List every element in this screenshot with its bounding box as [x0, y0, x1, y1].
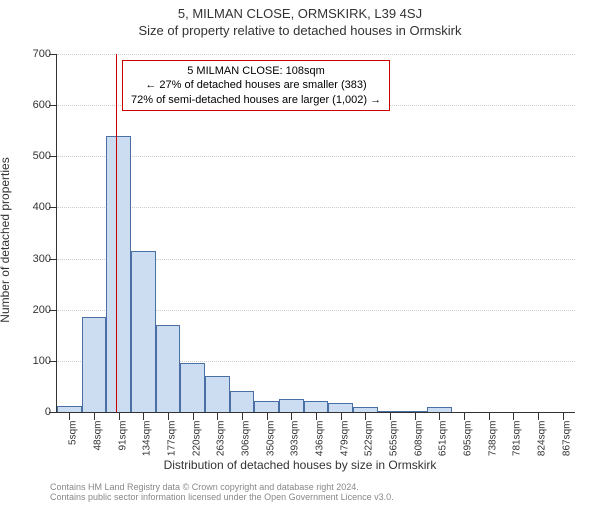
chart-title: 5, MILMAN CLOSE, ORMSKIRK, L39 4SJ [0, 6, 600, 21]
x-tick [94, 412, 95, 420]
x-tick [316, 412, 317, 420]
x-tick-label: 306sqm [241, 421, 252, 457]
grid-line [57, 156, 575, 157]
x-tick-label: 134sqm [142, 421, 153, 457]
x-tick [563, 412, 564, 420]
chart-subtitle: Size of property relative to detached ho… [0, 23, 600, 38]
x-tick [390, 412, 391, 420]
footer-line1: Contains HM Land Registry data © Crown c… [50, 482, 394, 492]
x-tick [464, 412, 465, 420]
histogram-bar [328, 403, 353, 412]
histogram-bar [230, 391, 255, 412]
histogram-bar [156, 325, 181, 412]
x-tick-label: 867sqm [561, 421, 572, 457]
x-tick-label: 738sqm [487, 421, 498, 457]
x-tick-label: 651sqm [438, 421, 449, 457]
x-tick-label: 91sqm [117, 421, 128, 451]
x-tick [291, 412, 292, 420]
annotation-line1: 5 MILMAN CLOSE: 108sqm [131, 64, 381, 78]
x-tick-label: 565sqm [389, 421, 400, 457]
x-tick-label: 479sqm [339, 421, 350, 457]
grid-line [57, 207, 575, 208]
x-tick-label: 695sqm [463, 421, 474, 457]
x-tick-label: 177sqm [167, 421, 178, 457]
y-tick-label: 600 [33, 99, 51, 111]
y-tick-label: 100 [33, 355, 51, 367]
x-tick [538, 412, 539, 420]
footer: Contains HM Land Registry data © Crown c… [50, 482, 394, 502]
x-tick [267, 412, 268, 420]
y-tick-label: 700 [33, 48, 51, 60]
x-tick [439, 412, 440, 420]
x-tick [242, 412, 243, 420]
annotation-line2: ← 27% of detached houses are smaller (38… [131, 78, 381, 92]
x-tick-label: 824sqm [537, 421, 548, 457]
x-tick-label: 350sqm [265, 421, 276, 457]
x-tick-label: 5sqm [68, 421, 79, 445]
histogram-bar [205, 376, 230, 412]
x-tick [341, 412, 342, 420]
x-tick [415, 412, 416, 420]
x-tick-label: 263sqm [216, 421, 227, 457]
histogram-bar [180, 363, 205, 412]
x-tick-label: 781sqm [512, 421, 523, 457]
x-tick [217, 412, 218, 420]
annotation-line3: 72% of semi-detached houses are larger (… [131, 93, 381, 107]
histogram-bar [304, 401, 329, 412]
chart-area: 01002003004005006007005sqm48sqm91sqm134s… [56, 54, 574, 412]
y-tick-label: 300 [33, 253, 51, 265]
annotation-box: 5 MILMAN CLOSE: 108sqm ← 27% of detached… [122, 60, 390, 111]
y-tick-label: 500 [33, 150, 51, 162]
y-tick-label: 0 [45, 406, 51, 418]
histogram-bar [82, 317, 107, 412]
x-tick [168, 412, 169, 420]
x-tick [119, 412, 120, 420]
histogram-bar [106, 136, 131, 412]
footer-line2: Contains public sector information licen… [50, 492, 394, 502]
x-tick [489, 412, 490, 420]
histogram-bar [279, 399, 304, 412]
chart-container: 5, MILMAN CLOSE, ORMSKIRK, L39 4SJ Size … [0, 6, 600, 506]
x-tick-label: 393sqm [290, 421, 301, 457]
grid-line [57, 54, 575, 55]
x-tick [143, 412, 144, 420]
x-tick [193, 412, 194, 420]
x-tick-label: 522sqm [364, 421, 375, 457]
histogram-bar [254, 401, 279, 412]
x-tick-label: 608sqm [413, 421, 424, 457]
y-axis-title: Number of detached properties [0, 157, 12, 322]
y-tick-label: 400 [33, 201, 51, 213]
marker-line [116, 54, 117, 412]
x-tick-label: 48sqm [93, 421, 104, 451]
x-axis-title: Distribution of detached houses by size … [0, 458, 600, 472]
x-tick [513, 412, 514, 420]
y-tick-label: 200 [33, 304, 51, 316]
x-tick [69, 412, 70, 420]
x-tick [365, 412, 366, 420]
histogram-bar [131, 251, 156, 412]
x-tick-label: 220sqm [191, 421, 202, 457]
x-tick-label: 436sqm [315, 421, 326, 457]
